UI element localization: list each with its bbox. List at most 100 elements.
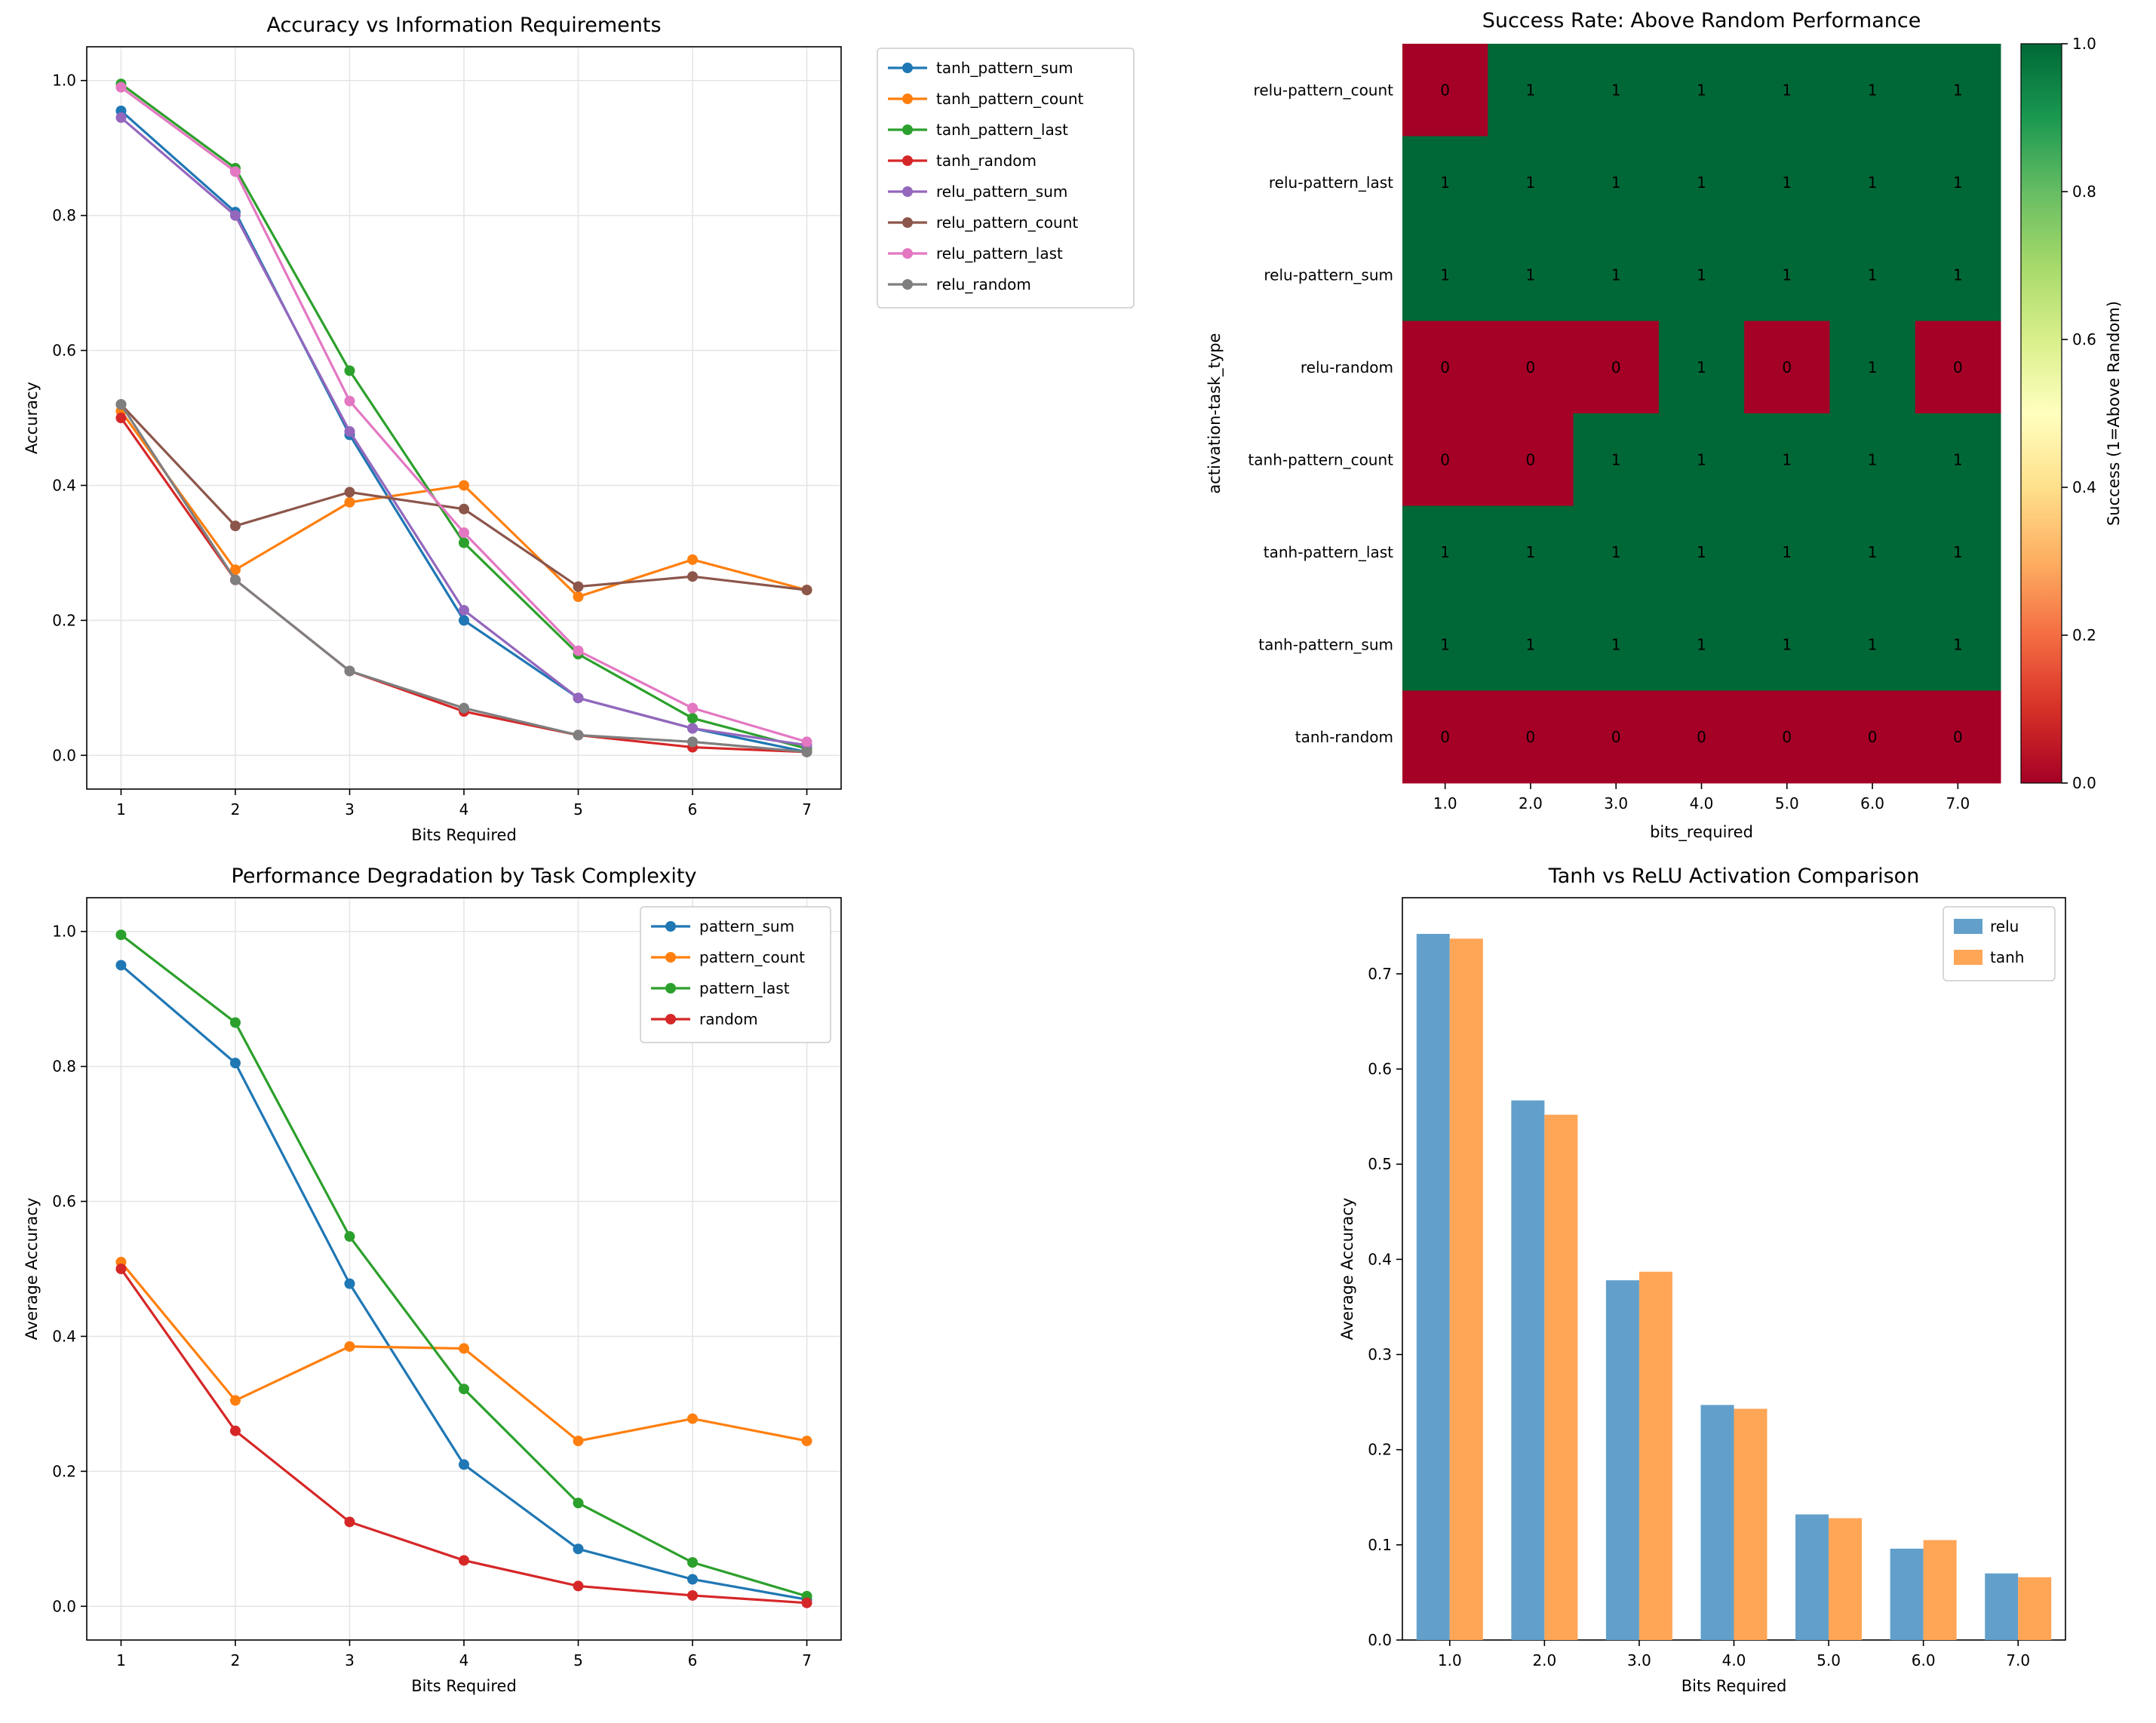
- heatmap-cell-value: 0: [1440, 450, 1450, 468]
- heatmap-cell-r0-c3: [1658, 44, 1745, 137]
- y-axis-label: activation-task_type: [1205, 333, 1224, 493]
- row-label: relu-random: [1301, 358, 1393, 376]
- data-point-marker: [459, 480, 469, 491]
- bar-tanh-2.0: [1544, 1114, 1578, 1640]
- heatmap-cell-value: 1: [1526, 543, 1536, 561]
- x-tick-label: 4: [459, 800, 469, 819]
- data-point-marker: [687, 723, 699, 734]
- heatmap-cell-r6-c3: [1658, 598, 1745, 691]
- heatmap-cell-value: 1: [1526, 81, 1536, 99]
- series-random: [115, 1264, 812, 1608]
- heatmap-cell-r2-c2: [1573, 229, 1660, 321]
- legend-marker-sample: [665, 1014, 676, 1024]
- heatmap-cell-r4-c1: [1488, 413, 1574, 506]
- column-label: 4.0: [1690, 794, 1714, 812]
- row-label: relu-pattern_sum: [1264, 266, 1393, 284]
- legend-marker-sample: [665, 983, 676, 994]
- data-point-marker: [344, 365, 355, 376]
- legend: pattern_sum pattern_count pattern_lastrand…: [640, 906, 831, 1043]
- heatmap-cell-value: 1: [1782, 81, 1792, 99]
- legend-swatch: [1954, 919, 1982, 934]
- data-point-marker: [459, 537, 469, 548]
- heatmap-cell-value: 0: [1526, 728, 1536, 746]
- heatmap-cell-value: 0: [1611, 728, 1621, 746]
- data-point-marker: [801, 1597, 812, 1608]
- x-axis-label: Bits Required: [411, 1677, 517, 1695]
- x-tick-label: 5: [573, 800, 583, 819]
- y-tick-label: 0.2: [52, 611, 76, 629]
- heatmap-cell-r1-c2: [1573, 136, 1660, 229]
- data-point-marker: [459, 527, 469, 539]
- x-tick-label: 6: [688, 800, 698, 819]
- data-point-marker: [115, 960, 127, 971]
- y-tick-label: 0.7: [1368, 965, 1392, 983]
- heatmap-cell-r1-c3: [1658, 136, 1745, 229]
- heatmap-cell-value: 0: [1697, 728, 1706, 746]
- bar-relu-6.0: [1890, 1548, 1924, 1640]
- heatmap-cell-r0-c4: [1744, 44, 1830, 137]
- row-label: tanh-pattern_last: [1264, 543, 1393, 561]
- y-tick-label: 0.5: [1368, 1155, 1392, 1173]
- heatmap-cell-r3-c4: [1744, 321, 1830, 414]
- bar-series-relu: [1416, 933, 2019, 1640]
- heatmap-cell-r0-c6: [1915, 44, 2001, 137]
- legend-label: tanh_pattern_count: [936, 90, 1084, 108]
- heatmap-cell-value: 1: [1953, 174, 1963, 192]
- legend-marker-sample: [665, 921, 676, 932]
- bar-relu-3.0: [1605, 1280, 1639, 1640]
- data-point-marker: [115, 413, 127, 423]
- heatmap-cell-r3-c0: [1402, 321, 1488, 414]
- heatmap-cell-value: 1: [1697, 635, 1706, 653]
- bar-tanh-5.0: [1829, 1518, 1863, 1640]
- y-tick-label: 0.8: [52, 207, 76, 225]
- colorbar-tick-label: 0.4: [2072, 478, 2096, 496]
- chart-title: Tanh vs ReLU Activation Comparison: [1548, 865, 1920, 888]
- legend-label: relu_pattern_sum: [936, 183, 1067, 201]
- heatmap-cell-value: 0: [1953, 358, 1963, 376]
- x-axis-label: Bits Required: [411, 826, 517, 844]
- heatmap-cell-r7-c1: [1488, 690, 1574, 784]
- heatmap-cell-value: 1: [1611, 450, 1621, 468]
- data-point-marker: [229, 564, 241, 576]
- data-point-marker: [801, 1436, 812, 1447]
- legend-box: [877, 48, 1135, 309]
- heatmap-cell-r6-c0: [1402, 598, 1488, 691]
- heatmap-cell-r5-c6: [1915, 505, 2001, 599]
- legend-box: [640, 906, 831, 1043]
- colorbar-tick-label: 0.2: [2072, 626, 2096, 644]
- y-tick-label: 0.4: [52, 1327, 76, 1345]
- x-tick-label: 5.0: [1817, 1651, 1841, 1669]
- y-tick-label: 1.0: [52, 72, 76, 90]
- data-point-marker: [115, 1264, 127, 1274]
- chart-success-heatmap: 0 1 1 1 1 1 1 1 1 1 1 1 1 1 1 1 1 1 1 1 1 0 0 0 1 0 1 0 0 0 1 1 1 1 1 1 1 1 1 1…: [1205, 9, 2123, 842]
- heatmap-cell-r5-c1: [1488, 505, 1574, 599]
- heatmap-cell-value: 1: [1611, 266, 1621, 284]
- heatmap-cell-r6-c4: [1744, 598, 1830, 691]
- heatmap-cell-value: 1: [1782, 266, 1792, 284]
- column-label: 6.0: [1860, 794, 1884, 812]
- data-point-marker: [115, 112, 127, 123]
- legend-label: pattern_count: [699, 948, 805, 966]
- data-point-marker: [687, 1574, 699, 1585]
- y-tick-label: 0.0: [52, 746, 76, 764]
- x-tick-label: 2: [231, 1651, 241, 1669]
- heatmap-cell-value: 0: [1953, 728, 1963, 746]
- data-point-marker: [573, 1436, 584, 1447]
- x-tick-label: 4.0: [1722, 1651, 1746, 1669]
- data-point-marker: [687, 571, 699, 582]
- data-point-marker: [687, 736, 699, 748]
- chart-accuracy-vs-bits: 0.0 0.2 0.4 0.6 0.8 1.0 1 2 3 4 5 6 7 Bits Required Ac…: [23, 14, 1135, 844]
- y-tick-label: 0.4: [52, 476, 76, 494]
- heatmap-cell-value: 1: [1526, 174, 1536, 192]
- heatmap-cell-value: 0: [1868, 728, 1878, 746]
- heatmap-cell-r4-c5: [1829, 413, 1916, 506]
- x-tick-label: 2.0: [1532, 1651, 1556, 1669]
- heatmap-cell-r2-c3: [1658, 229, 1745, 321]
- row-label: tanh-pattern_sum: [1258, 635, 1393, 653]
- data-point-marker: [229, 574, 241, 585]
- data-point-marker: [344, 1278, 355, 1289]
- heatmap-cell-r0-c2: [1573, 44, 1660, 137]
- y-tick-label: 1.0: [52, 923, 76, 941]
- heatmap-cell-value: 1: [1782, 174, 1792, 192]
